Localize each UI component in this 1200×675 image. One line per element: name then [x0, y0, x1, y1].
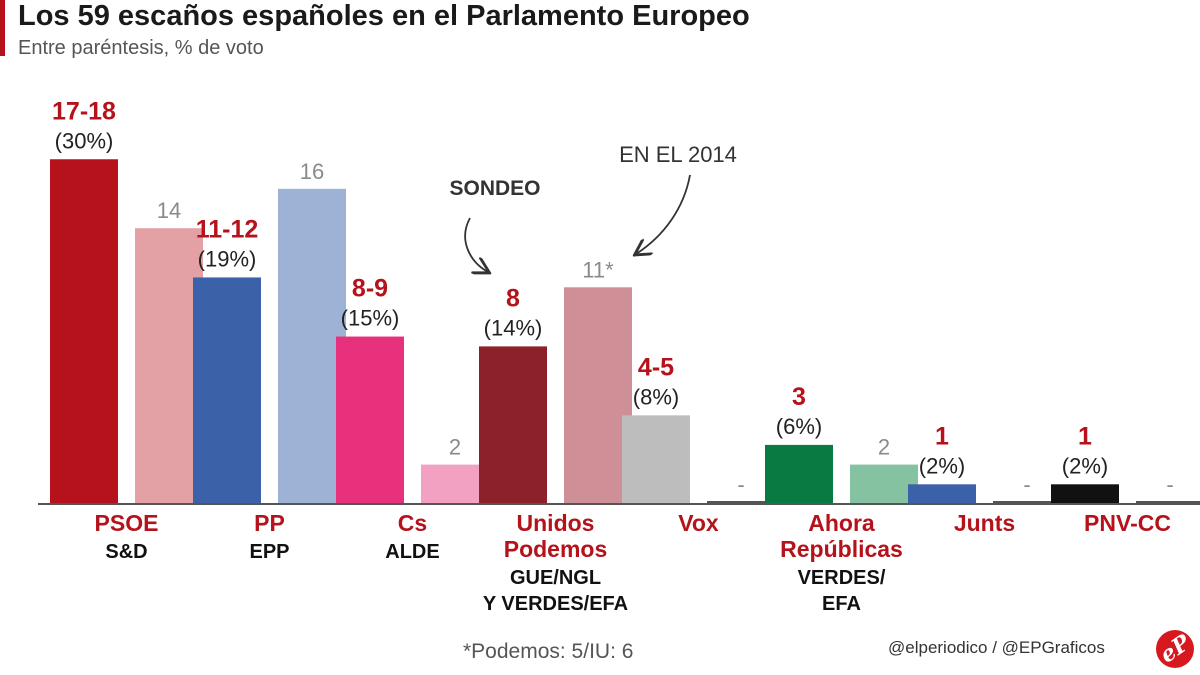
sondeo-arrow: [464, 217, 488, 272]
previous-annotation: EN EL 2014: [619, 142, 737, 167]
seats-label: 17-18: [52, 97, 116, 125]
seats-label: 4-5: [638, 353, 674, 381]
previous-seats-label: -: [1023, 472, 1030, 497]
eu-group-label: EFA: [822, 593, 861, 615]
previous-seats-label: -: [737, 472, 744, 497]
vote-percent-label: (6%): [776, 414, 822, 439]
seats-label: 8: [506, 284, 520, 312]
party-tick-label: Unidos: [517, 510, 595, 536]
bar-2014: [421, 464, 489, 504]
party-tick-label: Cs: [398, 510, 427, 536]
vote-percent-label: (2%): [919, 453, 965, 478]
previous-seats-label: 11*: [582, 257, 614, 282]
bar-sondeo: [50, 159, 118, 504]
title-accent-bar: [0, 0, 5, 56]
previous-seats-label: 2: [449, 435, 461, 460]
party-tick-label: Junts: [954, 510, 1015, 536]
seats-label: 1: [1078, 422, 1092, 450]
footnote: *Podemos: 5/IU: 6: [463, 640, 634, 663]
bar-sondeo: [1051, 484, 1119, 504]
credit-text: @elperiodico / @EPGraficos: [888, 638, 1105, 657]
bar-sondeo: [479, 346, 547, 504]
vote-percent-label: (15%): [341, 306, 400, 331]
previous-seats-label: 2: [878, 435, 890, 460]
previous-arrow: [636, 174, 691, 254]
previous-seats-label: -: [1166, 472, 1173, 497]
chart-title: Los 59 escaños españoles en el Parlament…: [18, 0, 750, 32]
seats-label: 1: [935, 422, 949, 450]
bar-2014: [707, 501, 775, 504]
bar-2014: [278, 188, 346, 505]
bar-sondeo: [336, 336, 404, 504]
party-tick-label: Vox: [678, 510, 719, 536]
vote-percent-label: (30%): [55, 128, 114, 153]
eu-group-label: S&D: [105, 541, 147, 563]
party-tick-label: PNV-CC: [1084, 510, 1171, 536]
seats-label: 11-12: [196, 215, 259, 243]
party-tick-label: Ahora: [808, 510, 875, 536]
bar-2014: [993, 501, 1061, 504]
bar-sondeo: [908, 484, 976, 504]
previous-seats-label: 14: [157, 198, 181, 223]
vote-percent-label: (14%): [484, 315, 543, 340]
bar-sondeo: [622, 415, 690, 504]
bar-2014: [850, 464, 918, 504]
party-tick-label: Repúblicas: [780, 536, 903, 562]
bar-2014: [564, 287, 632, 504]
previous-seats-label: 16: [300, 159, 324, 184]
vote-percent-label: (19%): [198, 246, 257, 271]
eu-group-label: VERDES/: [798, 567, 886, 589]
seats-label: 3: [792, 383, 806, 411]
eu-group-label: Y VERDES/EFA: [483, 593, 628, 615]
vote-percent-label: (8%): [633, 384, 679, 409]
eu-group-label: GUE/NGL: [510, 567, 601, 589]
vote-percent-label: (2%): [1062, 453, 1108, 478]
chart-subtitle: Entre paréntesis, % de voto: [18, 37, 264, 59]
seats-label: 8-9: [352, 275, 388, 303]
bar-sondeo: [765, 444, 833, 504]
eu-group-label: ALDE: [385, 541, 439, 563]
party-tick-label: Podemos: [504, 536, 608, 562]
sondeo-annotation: SONDEO: [449, 177, 540, 200]
bar-2014: [1136, 501, 1200, 504]
bar-sondeo: [193, 277, 261, 504]
bar-2014: [135, 228, 203, 504]
elperiodico-logo-icon: eP: [1155, 630, 1195, 669]
party-tick-label: PP: [254, 510, 285, 536]
party-tick-label: PSOE: [95, 510, 159, 536]
eu-group-label: EPP: [249, 541, 289, 563]
